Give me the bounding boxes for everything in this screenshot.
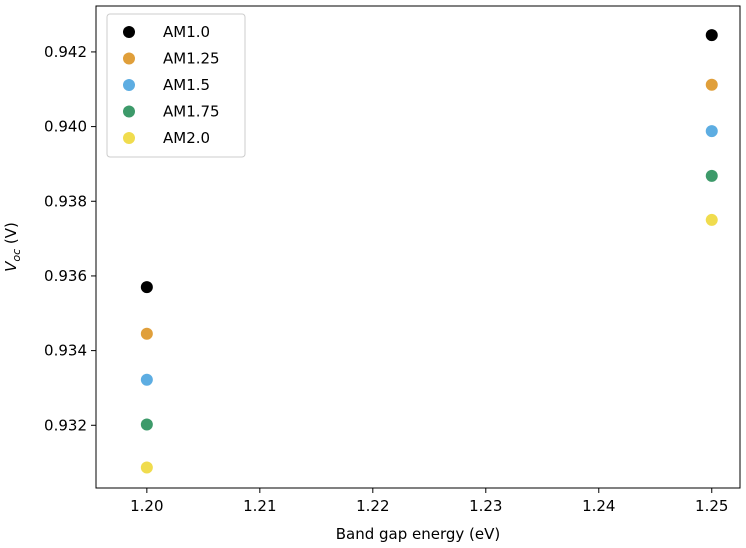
legend-label-am2-0: AM2.0 xyxy=(163,129,210,147)
data-point-am1-5 xyxy=(705,125,718,138)
x-tick-label: 1.23 xyxy=(469,497,502,515)
y-tick-label: 0.932 xyxy=(44,416,87,434)
y-tick-label: 0.940 xyxy=(44,118,87,136)
data-point-am2-0 xyxy=(140,461,153,474)
data-point-am1-75 xyxy=(705,169,718,182)
plot-area: 1.20 1.21 1.22 1.23 1.24 1.25 0.932 0.934 0.936 0… xyxy=(44,5,741,515)
legend: AM1.0 AM1.25 AM1.5 AM1.75 AM2.0 xyxy=(106,13,246,158)
y-tick-label: 0.934 xyxy=(44,342,87,360)
data-point-am1-5 xyxy=(140,373,153,386)
x-tick-label: 1.21 xyxy=(243,497,276,515)
x-tick-label: 1.25 xyxy=(695,497,728,515)
legend-marker-am1-0 xyxy=(123,26,135,38)
plot-frame xyxy=(95,5,741,489)
data-point-am1-0 xyxy=(140,281,153,294)
y-axis-label: Voc (V) xyxy=(2,222,23,272)
data-point-am1-0 xyxy=(705,29,718,42)
legend-marker-am1-5 xyxy=(123,79,135,91)
legend-box xyxy=(106,13,246,158)
tick-layer: 1.20 1.21 1.22 1.23 1.24 1.25 0.932 0.934 0.936 0… xyxy=(44,43,728,515)
y-tick-label: 0.938 xyxy=(44,192,87,210)
data-point-am2-0 xyxy=(705,213,718,226)
legend-label-am1-75: AM1.75 xyxy=(163,103,220,121)
y-axis-unit: (V) xyxy=(2,222,20,249)
y-tick-label: 0.936 xyxy=(44,267,87,285)
legend-marker-am2-0 xyxy=(123,132,135,144)
data-point-am1-25 xyxy=(140,327,153,340)
data-point-am1-75 xyxy=(140,418,153,431)
y-axis-symbol: V xyxy=(2,260,20,272)
x-tick-label: 1.22 xyxy=(356,497,389,515)
legend-label-am1-0: AM1.0 xyxy=(163,23,210,41)
points-layer xyxy=(140,29,718,474)
legend-marker-am1-75 xyxy=(123,105,135,118)
x-tick-label: 1.24 xyxy=(582,497,615,515)
x-axis-label: Band gap energy (eV) xyxy=(336,525,501,543)
y-axis-subscript: oc xyxy=(10,249,23,262)
x-tick-label: 1.20 xyxy=(130,497,163,515)
data-point-am1-25 xyxy=(705,78,718,91)
legend-label-am1-5: AM1.5 xyxy=(163,76,210,94)
y-tick-label: 0.942 xyxy=(44,43,87,61)
legend-label-am1-25: AM1.25 xyxy=(163,50,220,68)
legend-marker-am1-25 xyxy=(123,52,135,65)
